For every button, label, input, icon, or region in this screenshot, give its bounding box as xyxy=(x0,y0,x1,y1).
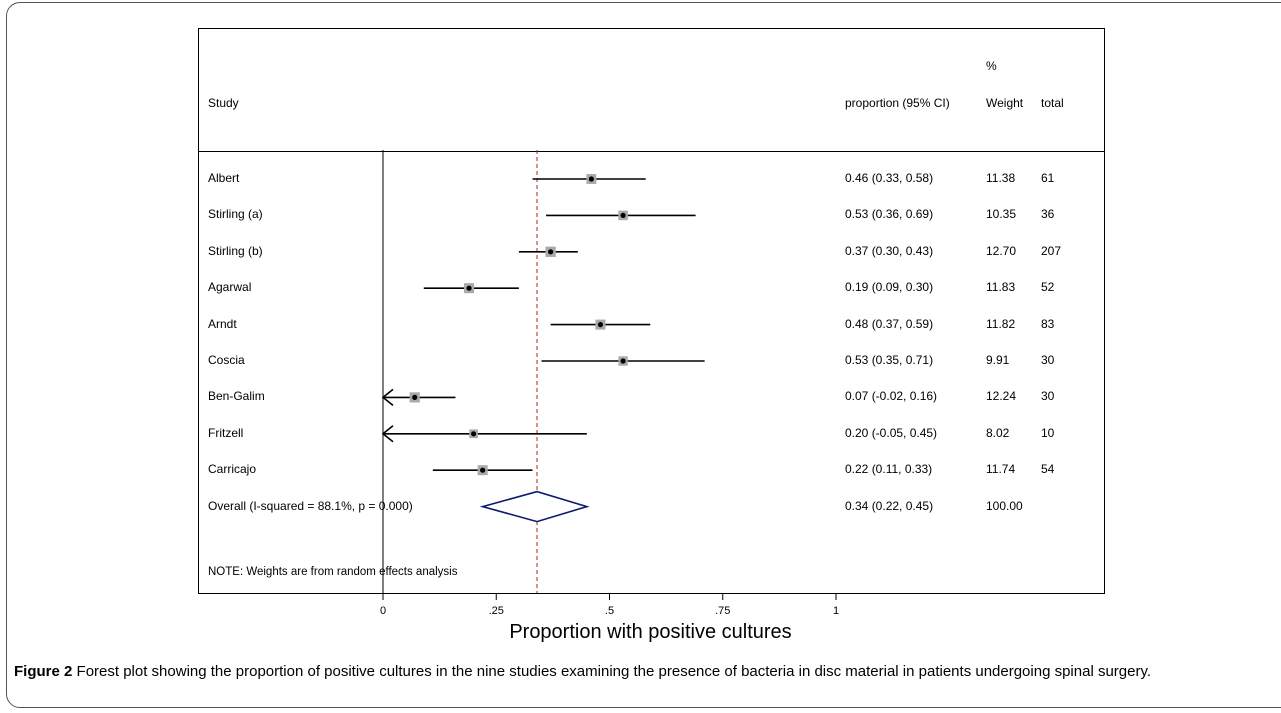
caption-label: Figure 2 xyxy=(14,663,73,680)
overall-estimate: 0.34 (0.22, 0.45) xyxy=(845,498,934,513)
study-estimate: 0.37 (0.30, 0.43) xyxy=(845,243,934,258)
point-estimate xyxy=(466,285,472,291)
study-total: 36 xyxy=(1041,207,1055,222)
study-name: Stirling (a) xyxy=(208,207,263,222)
study-total: 207 xyxy=(1041,243,1062,258)
study-estimate: 0.19 (0.09, 0.30) xyxy=(845,280,934,295)
ci-arrow xyxy=(381,388,394,407)
header-weight: Weight xyxy=(986,96,1024,110)
x-tick-label: .25 xyxy=(488,605,504,617)
study-name: Carricajo xyxy=(208,462,257,477)
study-name: Albert xyxy=(208,171,240,185)
study-total: 83 xyxy=(1041,316,1055,331)
study-estimate: 0.07 (-0.02, 0.16) xyxy=(845,389,938,404)
x-tick-label: .75 xyxy=(715,605,731,617)
x-tick-label: .5 xyxy=(604,605,615,617)
study-total: 54 xyxy=(1041,462,1055,477)
study-total: 61 xyxy=(1041,171,1055,185)
point-estimate xyxy=(480,467,486,473)
ci-arrow xyxy=(381,425,394,443)
study-weight: 8.02 xyxy=(986,425,1010,440)
study-estimate: 0.46 (0.33, 0.58) xyxy=(845,171,934,185)
point-estimate xyxy=(620,358,626,364)
x-tick-label: 0 xyxy=(379,605,387,617)
header-weight-percent: % xyxy=(986,59,997,73)
overall-label: Overall (I-squared = 88.1%, p = 0.000) xyxy=(208,498,413,513)
plot-box xyxy=(198,28,1105,594)
study-weight: 10.35 xyxy=(986,207,1017,222)
study-name: Arndt xyxy=(208,316,237,331)
weights-note: NOTE: Weights are from random effects an… xyxy=(208,566,458,578)
header-estimate: proportion (95% CI) xyxy=(845,96,950,110)
x-axis-title-text: Proportion with positive cultures xyxy=(509,621,792,643)
study-weight: 12.70 xyxy=(986,243,1017,258)
study-total: 10 xyxy=(1041,425,1055,440)
study-name: Fritzell xyxy=(208,425,244,440)
study-total: 52 xyxy=(1041,280,1055,295)
x-tick-label: 1 xyxy=(832,605,840,617)
study-weight: 12.24 xyxy=(986,389,1017,404)
study-name: Ben-Galim xyxy=(208,389,265,404)
figure-caption: Figure 2 Forest plot showing the proport… xyxy=(14,660,1264,683)
study-estimate: 0.20 (-0.05, 0.45) xyxy=(845,425,938,440)
point-estimate xyxy=(412,394,418,400)
study-total: 30 xyxy=(1041,353,1055,367)
study-name: Stirling (b) xyxy=(208,243,263,258)
point-estimate xyxy=(620,212,626,218)
study-estimate: 0.48 (0.37, 0.59) xyxy=(845,316,934,331)
study-total: 30 xyxy=(1041,389,1055,404)
overall-diamond xyxy=(479,490,590,523)
point-estimate xyxy=(597,322,604,328)
study-name: Coscia xyxy=(208,353,245,367)
overall-weight: 100.00 xyxy=(986,498,1023,513)
header-rule xyxy=(199,151,1104,152)
study-weight: 11.74 xyxy=(986,462,1016,477)
header-study: Study xyxy=(208,96,239,110)
study-estimate: 0.22 (0.11, 0.33) xyxy=(845,462,933,477)
x-axis-title: Proportion with positive cultures xyxy=(0,621,1281,644)
study-name: Agarwal xyxy=(208,280,252,295)
caption-text: Forest plot showing the proportion of po… xyxy=(72,663,1152,680)
point-estimate xyxy=(588,176,594,182)
header-total: total xyxy=(1041,96,1064,110)
figure-frame xyxy=(6,2,1281,708)
study-weight: 11.83 xyxy=(986,280,1016,295)
point-estimate xyxy=(548,249,554,255)
study-estimate: 0.53 (0.35, 0.71) xyxy=(845,353,934,367)
study-weight: 11.82 xyxy=(986,316,1016,331)
study-estimate: 0.53 (0.36, 0.69) xyxy=(845,207,934,222)
point-estimate xyxy=(471,431,477,437)
study-weight: 9.91 xyxy=(986,353,1010,367)
study-weight: 11.38 xyxy=(986,171,1016,185)
